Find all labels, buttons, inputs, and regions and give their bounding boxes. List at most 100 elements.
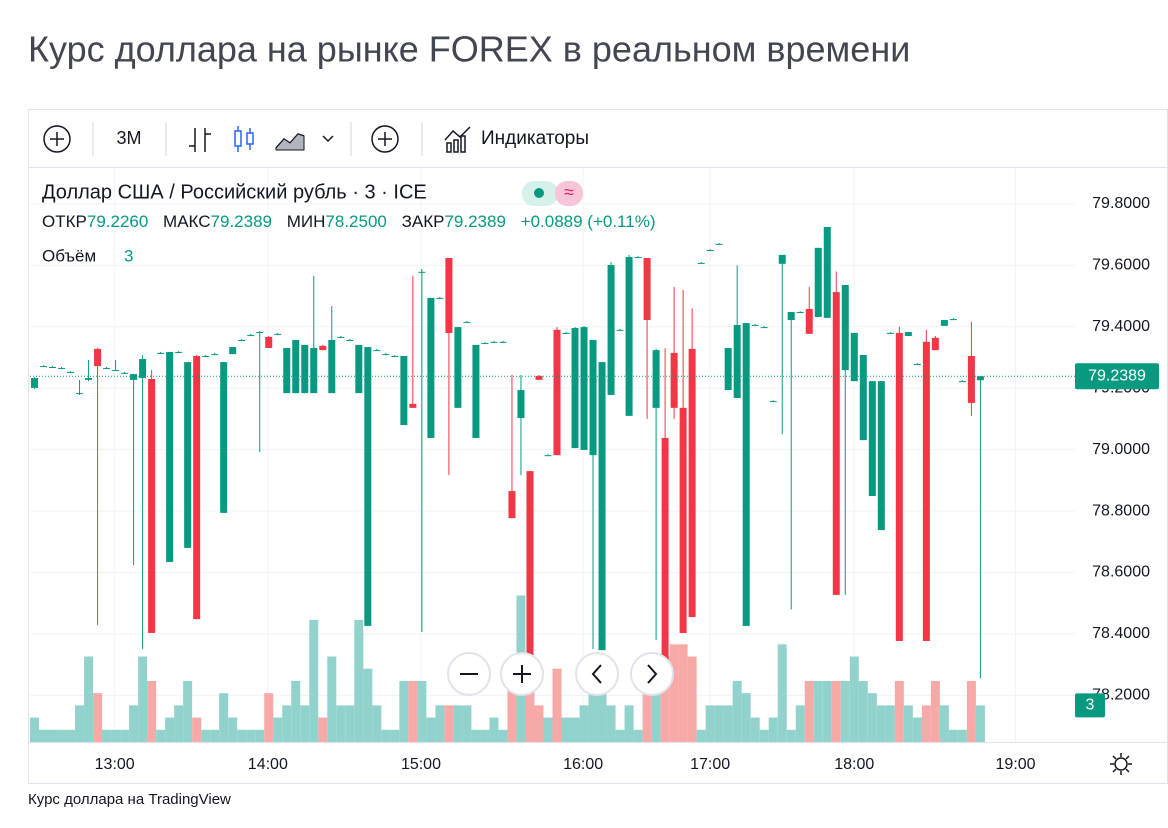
candle-body	[526, 471, 534, 691]
high-label: МАКС	[163, 212, 211, 231]
candle-body	[841, 285, 849, 371]
volume-bar	[750, 717, 760, 742]
candle-body	[679, 407, 687, 633]
volume-bar	[426, 717, 436, 742]
y-tick-label: 79.0000	[1092, 441, 1150, 458]
volume-bar	[543, 717, 553, 742]
candle-body	[202, 355, 210, 357]
legend: Доллар США / Российский рубль · 3 · ICE …	[42, 181, 655, 265]
compare-button[interactable]	[371, 125, 399, 153]
scroll-right-button[interactable]	[630, 652, 674, 696]
volume-bar	[282, 705, 292, 742]
candle-body	[445, 257, 453, 333]
chart-type-dropdown[interactable]	[322, 135, 334, 143]
volume-bar	[435, 705, 445, 742]
candle-body	[913, 363, 921, 365]
x-tick-label: 17:00	[690, 756, 730, 773]
volume-bar	[651, 656, 661, 742]
candle-body	[904, 332, 912, 336]
volume-bar	[66, 729, 76, 742]
candle-body	[751, 324, 759, 326]
candle-body	[922, 341, 930, 641]
candle-body	[328, 339, 336, 394]
candle-body	[364, 347, 372, 626]
volume-bar	[840, 680, 850, 742]
candle-body	[589, 339, 597, 456]
volume-bar	[696, 729, 706, 742]
volume-bar	[75, 705, 85, 742]
volume-bar	[570, 717, 580, 742]
candle-body	[85, 378, 93, 380]
volume-bar	[966, 680, 976, 742]
ohlc-line: ОТКР79.2260 МАКС79.2389 МИН78.2500 ЗАКР7…	[42, 212, 655, 231]
volume-bar	[759, 729, 769, 742]
volume-bar	[525, 656, 535, 742]
volume-bar	[867, 693, 877, 742]
open-value: 79.2260	[87, 212, 148, 231]
volume-bar	[768, 717, 778, 742]
bars-button[interactable]	[189, 128, 211, 152]
candle-body	[661, 437, 669, 660]
candle-body	[157, 352, 165, 354]
volume-bar	[318, 717, 328, 742]
candle-body	[49, 367, 57, 369]
volume-bar	[975, 705, 985, 742]
volume-bar	[615, 729, 625, 742]
candle-body	[103, 367, 111, 369]
market-status-dot	[534, 188, 544, 198]
candle-body	[76, 393, 84, 395]
close-label: ЗАКР	[402, 212, 445, 231]
volume-bar	[921, 705, 931, 742]
volume-bar	[894, 680, 904, 742]
candle-body	[310, 347, 318, 394]
candle-body	[931, 337, 939, 351]
volume-bar	[147, 680, 157, 742]
volume-tag: 3	[1086, 697, 1095, 714]
candle-body	[418, 271, 426, 273]
candle-body	[40, 366, 48, 368]
candle-body	[292, 339, 300, 394]
candle-body	[562, 332, 570, 334]
toolbar	[43, 122, 471, 156]
candles-button[interactable]	[234, 126, 254, 152]
indicators-button[interactable]: Индикаторы	[481, 128, 589, 149]
interval-button[interactable]: 3М	[116, 128, 141, 148]
candle-body	[283, 347, 291, 394]
volume-bar	[39, 729, 49, 742]
candle-body	[499, 341, 507, 343]
volume-bar	[210, 729, 220, 742]
candle-body	[265, 336, 273, 348]
candle-body	[886, 332, 894, 334]
volume-bar	[660, 656, 670, 742]
candle-body	[967, 355, 975, 403]
candle-body	[823, 226, 831, 318]
settings-button[interactable]	[1110, 753, 1132, 775]
candle-body	[31, 378, 39, 388]
volume-bar	[876, 705, 886, 742]
volume-bar	[345, 705, 355, 742]
volume-bar	[813, 680, 823, 742]
volume-bar	[741, 693, 751, 742]
footer-link[interactable]: Курс доллара на TradingView	[28, 791, 231, 808]
candle-body	[868, 381, 876, 496]
candle-body	[427, 297, 435, 438]
volume-bar	[309, 619, 319, 742]
symbol-search-button[interactable]	[43, 125, 71, 153]
volume-bar	[336, 705, 346, 742]
candle-body	[859, 355, 867, 441]
x-tick-label: 19:00	[996, 756, 1036, 773]
volume-bar	[822, 680, 832, 742]
scroll-left-button[interactable]	[575, 652, 619, 696]
open-label: ОТКР	[42, 212, 87, 231]
candle-body	[472, 344, 480, 438]
area-button[interactable]	[275, 133, 305, 151]
indicators-icon[interactable]	[444, 126, 471, 153]
close-value: 79.2389	[444, 212, 505, 231]
y-tick-label: 78.4000	[1092, 625, 1150, 642]
volume-bar	[723, 705, 733, 742]
candle-body	[490, 341, 498, 343]
volume-bar	[624, 705, 634, 742]
volume-bar	[489, 717, 499, 742]
candle-body	[175, 351, 183, 353]
